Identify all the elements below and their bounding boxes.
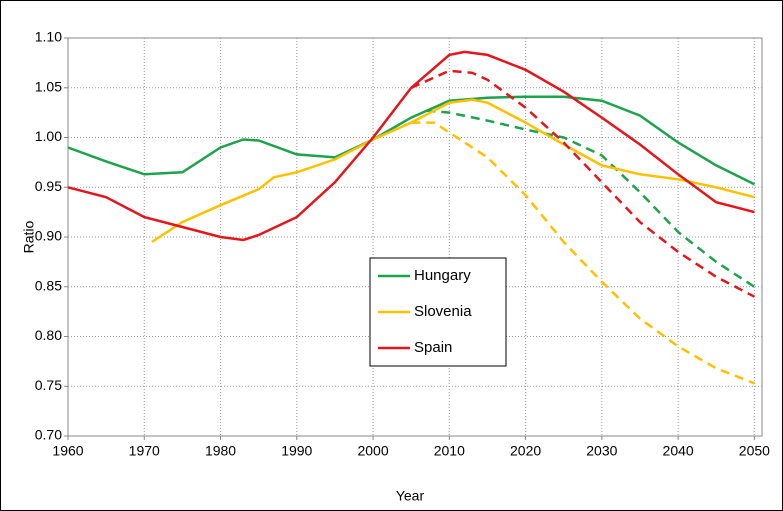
y-tick-label: 1.05 [35, 78, 62, 94]
y-tick-label: 0.70 [35, 427, 62, 443]
series-line [151, 98, 755, 244]
x-tick-label: 2050 [739, 443, 770, 459]
y-tick-label: 0.85 [35, 277, 62, 293]
x-tick-label: 1980 [205, 443, 236, 459]
y-tick-label: 1.10 [35, 29, 62, 45]
legend-label: Hungary [414, 267, 471, 284]
projection-line [411, 121, 755, 385]
x-tick-label: 2010 [434, 443, 465, 459]
legend-label: Spain [414, 339, 452, 356]
x-tick-label: 1970 [129, 443, 160, 459]
y-tick-label: 0.75 [35, 377, 62, 393]
series-line [67, 50, 755, 242]
x-tick-label: 1990 [281, 443, 312, 459]
x-axis-label: Year [396, 488, 425, 504]
projection-line [410, 69, 755, 298]
x-tick-label: 2020 [510, 443, 541, 459]
y-axis-label: Ratio [21, 220, 37, 253]
y-tick-label: 1.00 [35, 128, 62, 144]
x-tick-label: 2040 [663, 443, 694, 459]
x-tick-label: 1960 [52, 443, 83, 459]
y-tick-label: 0.80 [35, 327, 62, 343]
x-tick-label: 2000 [357, 443, 388, 459]
x-tick-label: 2030 [586, 443, 617, 459]
series-line [67, 95, 755, 186]
y-tick-label: 0.95 [35, 178, 62, 194]
legend-label: Slovenia [414, 303, 472, 320]
y-tick-label: 0.90 [35, 228, 62, 244]
